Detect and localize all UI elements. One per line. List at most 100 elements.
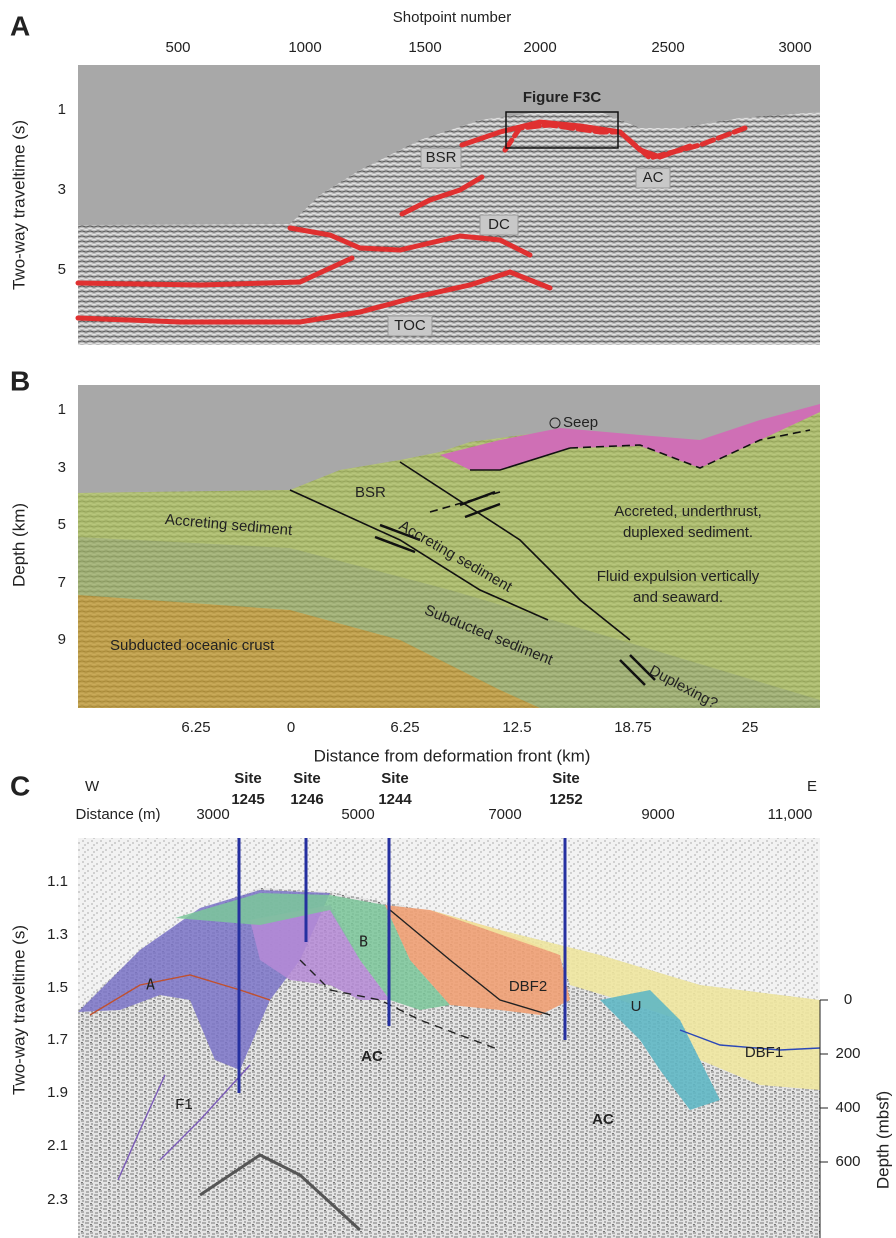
unit-green [175,893,450,1010]
panel-letter: C [10,770,30,801]
unit-orange [385,905,570,1015]
x-tick-label: 11,000 [768,806,813,823]
seep-label: Seep [563,414,598,431]
horizon-label: A [146,976,155,994]
x-tick-label: 1500 [408,39,441,56]
x-axis-label: Shotpoint number [393,9,511,26]
y-axis-label: Depth (km) [9,503,28,587]
x-tick-label: 2500 [651,39,684,56]
y-tick-label: 5 [58,516,66,533]
y-axis-label: Two-way traveltime (s) [9,120,28,290]
y-tick-label: 9 [58,631,66,648]
unit-label: Subducted oceanic crust [110,637,275,654]
panel-letter: B [10,365,30,396]
unit-label: Accreted, underthrust, [614,503,762,520]
x-tick-label: 12.5 [502,719,531,736]
y-tick-label: 1 [58,101,66,118]
x-tick-label: 9000 [641,806,674,823]
site-lines [237,838,567,1093]
shear-arrows [374,490,656,686]
unit-label: Fluid expulsion vertically [597,568,760,585]
unit-label: duplexed sediment. [623,524,753,541]
horizons [89,909,821,1181]
unit-label: AC [592,1111,614,1128]
y-tick-label: 2.1 [47,1137,68,1154]
site-number: 1245 [231,791,264,808]
horizon-label: DC [488,216,510,233]
x-axis-label: Distance (m) [75,806,160,823]
x-tick-label: 5000 [341,806,374,823]
slope-cover [440,404,820,470]
y2-tick-label: 200 [835,1045,860,1062]
y-tick-label: 1.7 [47,1031,68,1048]
x-axis-label: Distance from deformation front (km) [314,746,591,765]
unit-label: AC [361,1048,383,1065]
seismic-overlay [78,408,820,708]
y-tick-label: 7 [58,574,66,591]
y-tick-label: 3 [58,181,66,198]
fault-label: F1 [175,1096,193,1113]
horizons [75,119,748,325]
x-tick-label: 1000 [288,39,321,56]
deep-reflector [199,1153,362,1232]
site-number: 1246 [290,791,323,808]
faults [289,429,811,641]
box-label: Figure F3C [523,89,602,106]
horizon-label: AC [643,169,664,186]
unit-label: DBF2 [509,978,547,995]
label-tag [420,147,462,169]
y2-tick-label: 0 [844,991,852,1008]
horizon-label: BSR [426,149,457,166]
site-name: Site [234,770,262,787]
y-tick-label: 1.9 [47,1084,68,1101]
x-tick-label: 500 [165,39,190,56]
x-tick-label: 3000 [778,39,811,56]
y-tick-label: 3 [58,459,66,476]
x-tick-label: 7000 [488,806,521,823]
site-name: Site [381,770,409,787]
label-tag [479,214,519,236]
x-tick-label: 25 [742,719,759,736]
bsr-label: BSR [355,484,386,501]
x-tick-label: 3000 [196,806,229,823]
y-tick-label: 1.1 [47,873,68,890]
site-name: Site [552,770,580,787]
x-tick-label: 18.75 [614,719,652,736]
y-tick-label: 1.5 [47,979,68,996]
unit-label: and seaward. [633,589,723,606]
y-axis-label: Two-way traveltime (s) [9,925,28,1095]
x-tick-label: 6.25 [390,719,419,736]
unit-lilac [250,905,390,1000]
panel-b: B Seep BSR Accreting sediment Accreting … [9,365,820,765]
y-tick-label: 2.3 [47,1191,68,1208]
direction-label: E [807,778,817,795]
y2-ticks [820,999,828,1163]
y2-axis-label: Depth (mbsf) [873,1091,892,1189]
x-tick-label: 0 [287,719,295,736]
x-tick-label: 6.25 [181,719,210,736]
site-number: 1252 [549,791,582,808]
x-tick-label: 2000 [523,39,556,56]
water-column [78,838,820,1010]
panel-a: A Shotpoint number 500 1000 1500 2000 25… [9,9,820,345]
seep-icon [549,417,561,429]
seismic-section [78,112,820,345]
y2-tick-label: 400 [835,1099,860,1116]
horizon-label: TOC [394,317,426,334]
direction-label: W [85,778,100,795]
unit-label: DBF1 [745,1044,783,1061]
y-tick-label: 1 [58,401,66,418]
panel-c: C W E Distance (m) 3000 5000 7000 9000 1… [9,770,892,1238]
y-tick-label: 1.3 [47,926,68,943]
panel-letter: A [10,10,30,41]
label-tag [387,315,433,337]
figure-box [505,111,619,149]
unit-label: U [631,998,642,1015]
horizon-label: B [359,933,368,951]
site-name: Site [293,770,321,787]
unit-cyan [600,990,720,1110]
y2-tick-label: 600 [835,1153,860,1170]
site-number: 1244 [378,791,412,808]
y-tick-label: 5 [58,261,66,278]
